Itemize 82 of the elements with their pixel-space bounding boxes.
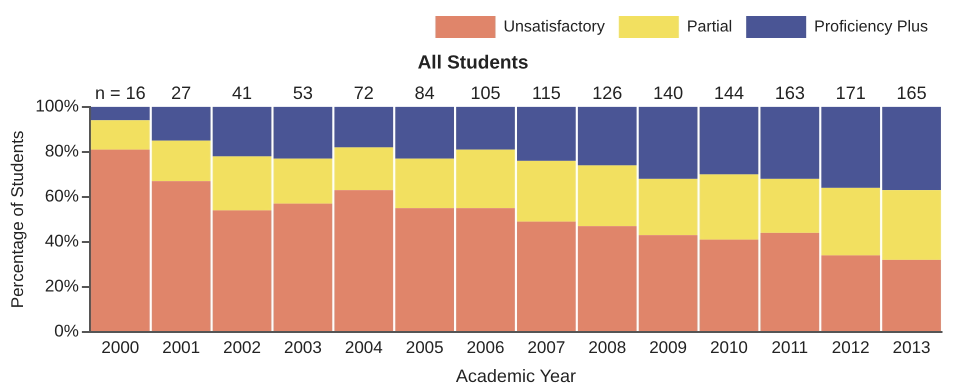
bar	[456, 106, 515, 150]
bar	[821, 106, 880, 188]
annotation: 72	[354, 82, 374, 103]
bar	[638, 106, 698, 179]
bar	[517, 106, 576, 161]
annotation: 84	[414, 82, 435, 103]
bar	[152, 106, 211, 141]
x-tick-label: 2012	[832, 338, 870, 357]
bar	[334, 190, 394, 331]
legend-label: Partial	[686, 18, 732, 36]
bar	[638, 235, 698, 331]
x-tick-label: 2011	[772, 338, 808, 357]
y-tick-label: 100%	[35, 96, 79, 116]
bar	[90, 120, 150, 150]
y-tick-label: 60%	[44, 186, 79, 206]
bar	[152, 181, 211, 331]
bar	[882, 106, 941, 190]
bar	[334, 147, 394, 190]
bar	[638, 178, 698, 236]
chart-title: All Students	[418, 52, 528, 74]
bar	[274, 158, 332, 204]
bar	[90, 150, 150, 331]
bar	[760, 106, 820, 179]
bar	[212, 106, 272, 156]
x-tick-label: 2005	[406, 338, 444, 357]
x-tick-label: 2010	[710, 338, 748, 357]
bar	[152, 140, 211, 182]
annotation: 171	[836, 82, 866, 103]
annotation: n = 16	[95, 82, 146, 103]
bar	[334, 106, 394, 148]
y-tick-label: 0%	[54, 322, 79, 341]
bar	[212, 156, 272, 210]
annotation: 53	[292, 82, 313, 103]
annotation: 27	[171, 82, 192, 103]
y-tick-label: 80%	[44, 142, 79, 161]
x-tick-label: 2003	[284, 338, 322, 357]
bar	[821, 255, 880, 331]
bar	[395, 106, 454, 159]
x-tick-label: 2002	[223, 338, 261, 357]
bar	[700, 106, 758, 174]
bar	[760, 232, 820, 331]
bar	[90, 106, 150, 120]
x-tick-label: 2004	[344, 338, 383, 357]
bar	[700, 174, 758, 240]
annotation: 126	[592, 82, 622, 103]
bar	[882, 260, 941, 331]
bar	[578, 165, 637, 226]
bar	[821, 188, 880, 256]
bar	[517, 222, 576, 331]
x-tick-label: 2007	[527, 338, 566, 357]
x-tick-label: 2013	[892, 338, 930, 357]
x-tick-label: 2009	[649, 338, 688, 357]
annotation: 41	[232, 82, 252, 103]
bar	[274, 204, 332, 331]
y-tick-label: 40%	[44, 232, 79, 251]
bar	[882, 190, 941, 260]
bar	[760, 178, 820, 233]
bar	[212, 210, 272, 331]
y-tick-label: 20%	[44, 276, 79, 296]
annotation: 165	[896, 82, 927, 103]
y-axis-title: Percentage of Students	[8, 130, 27, 308]
legend-label: Proficiency Plus	[814, 18, 928, 36]
bar	[395, 208, 454, 331]
annotation: 105	[470, 82, 501, 103]
legend-label: Unsatisfactory	[503, 18, 605, 36]
x-tick-label: 2008	[588, 338, 626, 357]
bar	[456, 208, 515, 331]
x-tick-label: 2001	[162, 338, 200, 357]
x-tick-label: 2006	[466, 338, 504, 357]
bar	[274, 106, 332, 159]
bar	[456, 150, 515, 208]
annotation: 144	[714, 82, 744, 103]
bar	[700, 240, 758, 331]
x-axis-title: Academic Year	[456, 366, 576, 386]
x-tick-label: 2000	[101, 338, 140, 357]
bar	[578, 226, 637, 331]
bar	[517, 160, 576, 222]
annotation: 163	[774, 82, 805, 103]
bar	[395, 158, 454, 208]
annotation: 140	[653, 82, 684, 103]
bar	[578, 106, 637, 166]
annotation: 115	[532, 82, 561, 103]
